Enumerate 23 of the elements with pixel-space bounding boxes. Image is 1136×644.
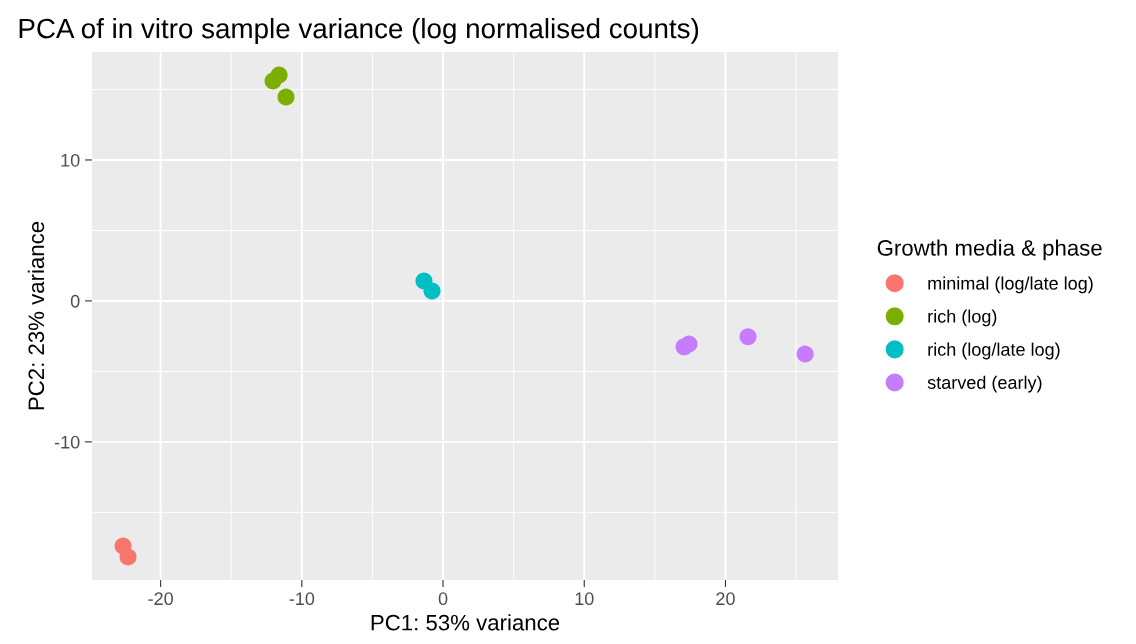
x-tick-label: 0: [438, 592, 448, 606]
chart-title: PCA of in vitro sample variance (log normalised counts): [19, 17, 699, 44]
x-tick-label: -10: [289, 592, 315, 606]
y-tick-label: -10: [54, 435, 80, 449]
point: [119, 548, 137, 566]
point: [796, 345, 814, 363]
point: [739, 328, 757, 346]
legend-label: minimal (log/late log): [928, 276, 1093, 294]
legend-label: starved (early): [927, 375, 1042, 393]
y-tick-label: 10: [61, 153, 80, 167]
x-axis-title: PC1: 53% variance: [371, 614, 560, 631]
x-tick-label: -20: [148, 592, 173, 606]
legend-label: rich (log): [928, 309, 997, 327]
legend-label: rich (log/late log): [928, 342, 1060, 360]
legend-title: Growth media & phase: [877, 239, 1102, 261]
point: [680, 335, 698, 353]
x-tick-label: 20: [716, 592, 735, 606]
y-tick-label: 0: [70, 294, 80, 308]
point: [277, 88, 295, 106]
point: [270, 66, 288, 84]
y-axis-title: PC2: 23% variance: [27, 221, 45, 410]
point: [423, 282, 441, 300]
x-tick-label: 10: [575, 592, 594, 606]
